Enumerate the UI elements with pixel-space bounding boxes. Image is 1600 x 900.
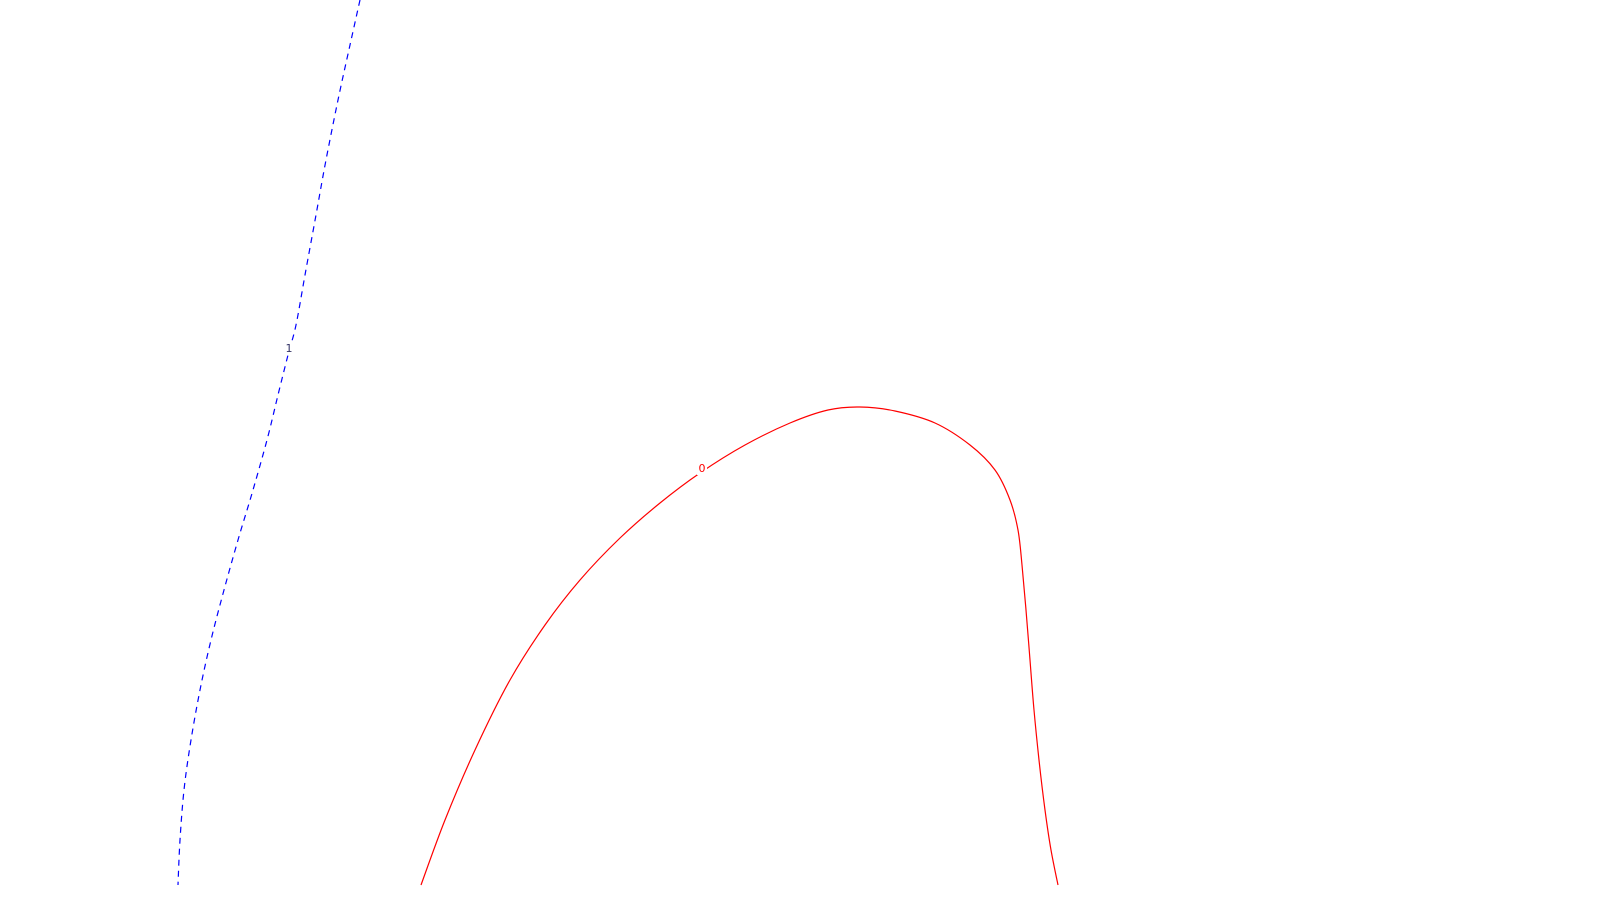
contour-labels: 10 [284, 342, 707, 475]
contour-label-background [697, 463, 707, 475]
contour-lines [177, 0, 1059, 886]
contour-label-background [284, 343, 294, 355]
contour-label-level-1: 1 [286, 342, 293, 355]
contour-label-level-0: 0 [699, 462, 706, 475]
contour-line-level-0 [420, 406, 1059, 886]
contour-line-level-1 [177, 0, 361, 886]
